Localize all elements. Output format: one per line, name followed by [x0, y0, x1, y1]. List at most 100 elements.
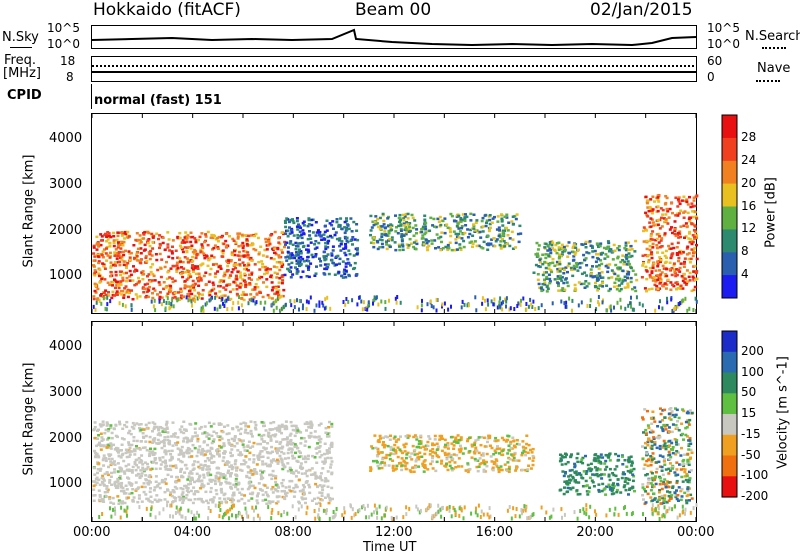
- power-cell: [563, 269, 566, 272]
- velocity-cell: [650, 423, 653, 426]
- velocity-cell: [139, 469, 142, 472]
- power-cell: [482, 225, 485, 228]
- velocity-cell: [141, 467, 144, 470]
- velocity-cell: [418, 456, 421, 459]
- power-ground-cell: [666, 297, 668, 301]
- power-cell: [238, 258, 241, 261]
- power-cell: [501, 224, 504, 227]
- power-cell: [694, 279, 697, 282]
- velocity-cell: [658, 491, 661, 494]
- power-cell: [649, 198, 652, 201]
- power-ground-cell: [186, 295, 188, 299]
- power-cell: [355, 273, 358, 276]
- velocity-cell: [379, 435, 382, 438]
- nsky-line: [92, 30, 696, 45]
- velocity-cell: [157, 439, 160, 442]
- velocity-cell: [192, 502, 195, 505]
- power-cell: [538, 244, 541, 247]
- velocity-cell: [131, 471, 134, 474]
- velocity-cell: [148, 455, 151, 458]
- power-cell: [102, 250, 105, 253]
- power-ground-cell: [529, 298, 531, 302]
- velocity-cell: [247, 432, 250, 435]
- power-cell: [674, 282, 677, 285]
- power-cell: [99, 294, 102, 297]
- velocity-cell: [324, 477, 327, 480]
- power-cell: [606, 255, 609, 258]
- power-cell: [324, 248, 327, 251]
- velocity-cell: [597, 460, 600, 463]
- power-cell: [652, 208, 655, 211]
- velocity-cell: [681, 463, 684, 466]
- velocity-cell: [414, 434, 417, 437]
- power-cell: [460, 227, 463, 230]
- power-cell: [664, 282, 667, 285]
- power-ground-cell: [492, 302, 494, 306]
- velocity-cell: [482, 454, 485, 457]
- power-cell: [166, 246, 169, 249]
- velocity-cell: [593, 474, 596, 477]
- power-cell: [559, 277, 562, 280]
- power-cell: [613, 244, 616, 247]
- power-cell: [447, 247, 450, 250]
- power-heatmap: [92, 114, 696, 313]
- power-cell: [299, 227, 302, 230]
- power-cell: [651, 270, 654, 273]
- power-cell: [589, 240, 592, 243]
- velocity-cell: [436, 449, 439, 452]
- velocity-cell: [125, 421, 128, 424]
- power-cell: [301, 229, 304, 232]
- velocity-cell: [298, 479, 301, 482]
- power-cell: [147, 239, 150, 242]
- velocity-cell: [625, 489, 628, 492]
- velocity-cell: [278, 443, 281, 446]
- power-cell: [337, 225, 340, 228]
- velocity-cell: [193, 460, 196, 463]
- nave-label: Nave: [757, 61, 790, 76]
- velocity-cell: [299, 431, 302, 434]
- power-cell: [649, 267, 652, 270]
- power-cell: [684, 277, 687, 280]
- power-cell: [151, 279, 154, 282]
- velocity-cell: [413, 471, 416, 474]
- velocity-cell: [200, 453, 203, 456]
- power-ground-cell: [122, 303, 124, 307]
- velocity-cell: [191, 479, 194, 482]
- power-cell: [685, 201, 688, 204]
- power-cell: [468, 233, 471, 236]
- velocity-cell: [293, 457, 296, 460]
- velocity-cell: [98, 489, 101, 492]
- velocity-cell: [140, 475, 143, 478]
- power-cell: [680, 262, 683, 265]
- power-cell: [105, 240, 108, 243]
- velocity-cell: [573, 471, 576, 474]
- velocity-cell: [571, 476, 574, 479]
- power-cell: [202, 289, 205, 292]
- power-cell: [171, 252, 174, 255]
- velocity-cell: [209, 491, 212, 494]
- power-cell: [596, 289, 599, 292]
- velocity-cell: [186, 478, 189, 481]
- power-cell: [551, 262, 554, 265]
- power-cell: [186, 257, 189, 260]
- velocity-cell: [105, 460, 108, 463]
- velocity-cell: [247, 466, 250, 469]
- velocity-cell: [115, 424, 118, 427]
- power-cell: [669, 268, 672, 271]
- nsky-trace: [92, 26, 696, 48]
- power-cell: [344, 276, 347, 279]
- velocity-cell: [198, 476, 201, 479]
- velocity-cell: [508, 471, 511, 474]
- velocity-cell: [103, 454, 106, 457]
- power-cell: [300, 233, 303, 236]
- power-cell: [457, 233, 460, 236]
- velocity-cell: [506, 439, 509, 442]
- power-cell: [280, 266, 283, 269]
- power-ground-cell: [296, 298, 298, 302]
- velocity-cell: [423, 453, 426, 456]
- velocity-cell: [276, 447, 279, 450]
- velocity-cell: [194, 428, 197, 431]
- power-cell: [123, 260, 126, 263]
- velocity-cell: [405, 457, 408, 460]
- velocity-cell: [213, 438, 216, 441]
